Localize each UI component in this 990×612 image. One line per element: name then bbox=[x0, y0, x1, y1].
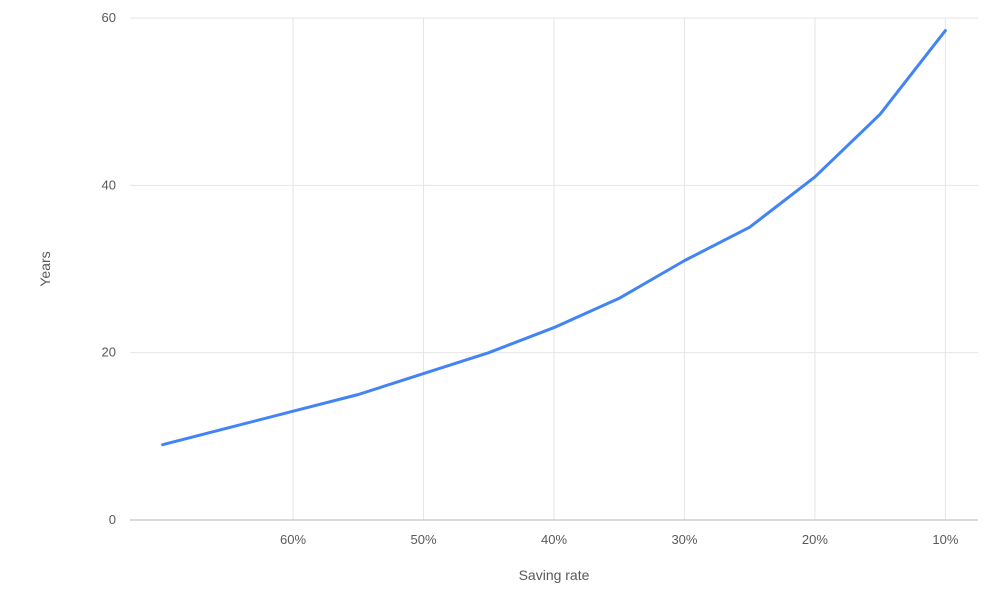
x-tick-label: 60% bbox=[280, 532, 306, 547]
chart-svg: 0 20 40 60 60% 50% 40% 30% 20% 10% Years Saving rat… bbox=[0, 0, 990, 612]
x-tick-label: 30% bbox=[671, 532, 697, 547]
x-tick-label: 10% bbox=[932, 532, 958, 547]
y-tick-label: 40 bbox=[102, 177, 116, 192]
x-tick-label: 50% bbox=[411, 532, 437, 547]
y-tick-label: 0 bbox=[109, 512, 116, 527]
y-tick-label: 60 bbox=[102, 10, 116, 25]
y-tick-label: 20 bbox=[102, 345, 116, 360]
x-axis-title: Saving rate bbox=[519, 567, 590, 583]
line-chart: 0 20 40 60 60% 50% 40% 30% 20% 10% Years Saving rat… bbox=[0, 0, 990, 612]
x-tick-label: 20% bbox=[802, 532, 828, 547]
x-tick-label: 40% bbox=[541, 532, 567, 547]
y-axis-title: Years bbox=[37, 251, 53, 286]
